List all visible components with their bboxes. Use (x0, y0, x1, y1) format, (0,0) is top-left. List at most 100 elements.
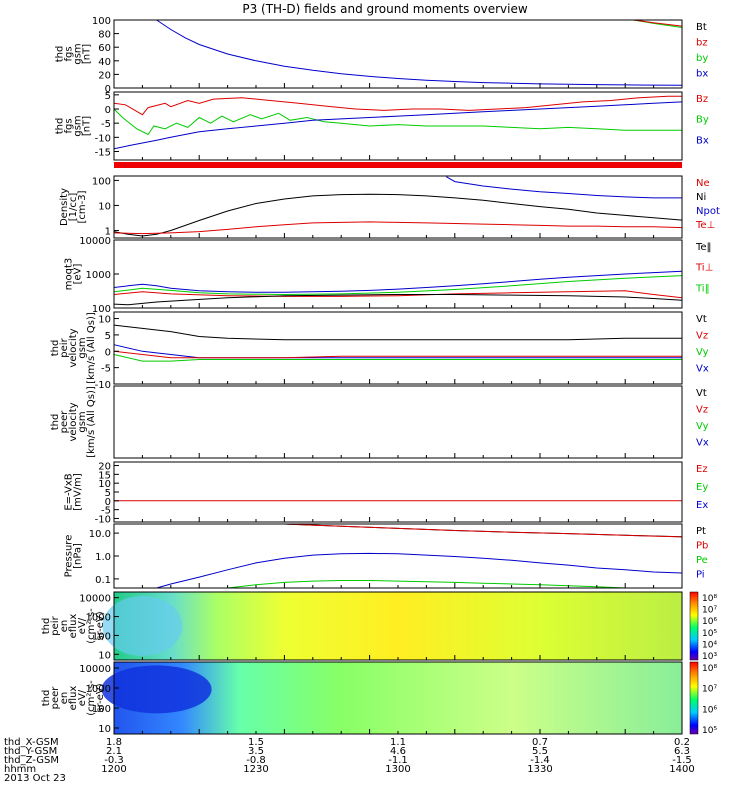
legend-label: Bx (696, 135, 709, 146)
y-tick-label: 15 (98, 470, 111, 481)
panel-p6: thdpeervelocitygsm[km/s (All Qs)] Vt Vz Vy V… (50, 385, 709, 459)
y-tick-label: 1000 (86, 613, 111, 624)
legend-label: by (696, 53, 708, 64)
y-tick-label: 100 (92, 304, 111, 315)
plot-frame-p1 (113, 19, 683, 89)
xaxis-value: 1200 (101, 764, 126, 775)
y-tick-label: 5 (105, 331, 111, 342)
y-tick-label: 1000 (86, 270, 111, 281)
series-line-p4-2 (113, 290, 683, 299)
xaxis-row-label: thd_Z-GSM (4, 755, 59, 766)
footer-date: 2013 Oct 23 (4, 773, 66, 784)
series-line-p4-0 (113, 270, 683, 293)
y-tick-label: -5 (101, 364, 111, 375)
legend-label: Bt (696, 22, 707, 33)
y-tick-label: 10 (98, 650, 111, 661)
legend-label: Ne (696, 178, 710, 189)
y-tick-label: -15 (95, 148, 111, 159)
y-tick-label: 10000 (79, 236, 111, 247)
legend-label: Ey (696, 482, 708, 493)
legend-label: Ex (696, 500, 708, 511)
colorbar-label: 10⁵ (702, 726, 717, 736)
y-tick-label: 0 (105, 105, 111, 116)
y-tick-label: 0 (105, 84, 111, 95)
legend-label: Bz (696, 94, 708, 105)
series-line-p5-3 (113, 354, 682, 362)
series-line-p2-0 (113, 95, 682, 116)
series-line-p3-2 (446, 176, 682, 199)
y-tick-label: 0 (105, 497, 111, 508)
legend-label: Pb (696, 541, 708, 552)
series-line-p1-0 (156, 19, 683, 86)
legend-label: Vt (696, 314, 707, 325)
y-axis-label: Pressure[nPa] (64, 535, 84, 578)
spectrogram-p9 (114, 592, 682, 660)
series-line-p1-2 (633, 19, 683, 27)
panel-p9: 10000 1000 100 10 thdpeirenefluxeV/(cm²-s-sr… (41, 591, 683, 661)
y-tick-label: 0.1 (95, 575, 111, 586)
y-tick-label: 10.0 (89, 529, 111, 540)
xaxis-value: -1.5 (672, 755, 692, 766)
xaxis-row-label: thd_X-GSM (4, 737, 59, 748)
xaxis-value: 1300 (385, 764, 410, 775)
spectrogram-blob (102, 596, 183, 656)
xaxis-value: 1400 (669, 764, 694, 775)
legend-label: Ti⊥ (695, 263, 713, 274)
colorbar-label: 10³ (702, 652, 717, 662)
panel-p10: 10000 1000 100 10 thdpeerenefluxeV/(cm²-s-sr… (41, 661, 683, 735)
y-tick-label: 10 (98, 479, 111, 490)
panel-p8: 10.0 1.0 0.1 Pressure[nPa] Pt Pb Pe Pi (64, 523, 708, 589)
legend-label: Vy (696, 347, 709, 358)
y-tick-label: 80 (98, 30, 111, 41)
series-line-p2-2 (113, 101, 683, 150)
legend-label: Vz (696, 405, 708, 416)
y-axis-label: E=-VxB[mV/m] (64, 473, 84, 511)
series-line-p5-1 (113, 344, 682, 359)
y-tick-label: 1000 (86, 684, 111, 695)
y-tick-label: 5 (105, 488, 111, 499)
legend-label: Vx (696, 438, 709, 449)
legend-label: Pt (696, 526, 706, 537)
y-tick-label: -5 (101, 506, 111, 517)
xaxis-value: 1330 (527, 764, 552, 775)
y-tick-label: -10 (95, 380, 111, 391)
xaxis-value: 2.1 (106, 746, 122, 757)
y-axis-label: thdfgsgsm[nT] (55, 43, 93, 64)
colorbar-top (689, 591, 699, 661)
series-line-p8-1 (284, 523, 683, 538)
colorbar-label: 10⁶ (702, 705, 717, 715)
xaxis-value: 1.1 (390, 737, 406, 748)
y-axis-label: moqt3[eV] (64, 258, 84, 291)
y-tick-label: -10 (95, 133, 111, 144)
y-tick-label: 10000 (79, 594, 111, 605)
legend-label: Vx (696, 364, 709, 375)
y-tick-label: -10 (95, 514, 111, 525)
series-line-p4-3 (113, 294, 683, 306)
legend-label: bx (696, 69, 708, 80)
plot-frame-p5 (113, 311, 683, 385)
xaxis-value: 1230 (243, 764, 268, 775)
colorbar-label: 10⁸ (702, 594, 717, 604)
xaxis-value: 4.6 (390, 746, 406, 757)
flag-bar (114, 162, 682, 168)
series-line-p5-2 (113, 350, 682, 359)
xaxis-value: -0.8 (246, 755, 266, 766)
colorbar-label: 10⁵ (702, 629, 717, 639)
y-tick-label: 5 (105, 91, 111, 102)
legend-label: Te‖ (695, 242, 712, 253)
y-tick-label: 1 (105, 226, 111, 237)
plot-frame-p2 (113, 91, 683, 161)
spectrogram-blob (101, 665, 212, 714)
xaxis-row-label: hhmm (4, 764, 36, 775)
y-axis-label: Density[1/cc][cm-3] (59, 188, 88, 226)
xaxis-value: 1.5 (248, 737, 264, 748)
xaxis-value: 0.7 (532, 737, 548, 748)
y-axis-label: thdpeerenefluxeV/(cm²-s-sr-eV) (41, 680, 106, 716)
plot-frame-p6 (113, 385, 683, 459)
colorbar-label: 10⁷ (702, 606, 717, 616)
colorbar-bottom (689, 661, 699, 735)
plot-frame-p7 (113, 461, 683, 523)
y-axis-label: thdpeirenefluxeV/(cm²-s-sr-eV) (41, 608, 106, 644)
